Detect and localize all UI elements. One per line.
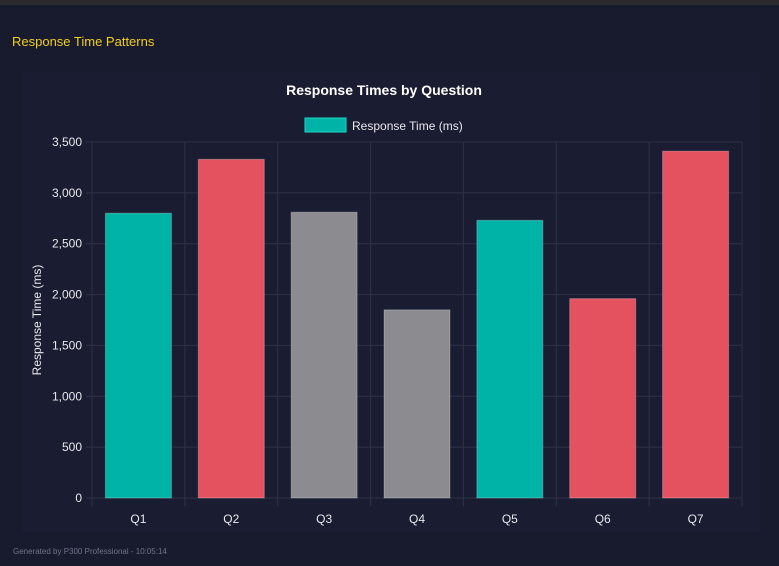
y-tick-label: 3,000 (52, 186, 82, 200)
y-tick-label: 1,500 (52, 338, 82, 352)
bar-q2 (197, 158, 265, 499)
x-tick-label: Q7 (688, 512, 704, 526)
bar-q6 (569, 298, 637, 499)
y-tick-label: 1,000 (52, 389, 82, 403)
legend-swatch (304, 117, 347, 133)
y-tick-label: 3,500 (52, 135, 82, 149)
bar-q7 (662, 150, 730, 499)
y-tick-label: 2,500 (52, 237, 82, 251)
y-axis-label: Response Time (ms) (30, 265, 44, 376)
legend-label: Response Time (ms) (352, 119, 463, 133)
chart-title: Response Times by Question (286, 82, 482, 98)
y-tick-label: 0 (75, 491, 82, 505)
bar-q4 (383, 309, 451, 499)
bar-q3 (290, 211, 358, 499)
x-tick-label: Q3 (316, 512, 332, 526)
bar-q5 (476, 219, 544, 499)
footer-text: Generated by P300 Professional - 10:05:1… (13, 547, 167, 556)
y-tick-label: 2,000 (52, 288, 82, 302)
x-tick-label: Q2 (223, 512, 239, 526)
y-tick-label: 500 (62, 440, 82, 454)
bar-q1 (104, 212, 172, 499)
x-tick-label: Q5 (502, 512, 518, 526)
x-tick-label: Q4 (409, 512, 425, 526)
section-title: Response Time Patterns (12, 34, 155, 49)
x-tick-label: Q6 (595, 512, 611, 526)
top-bar (0, 0, 779, 5)
x-tick-label: Q1 (130, 512, 146, 526)
